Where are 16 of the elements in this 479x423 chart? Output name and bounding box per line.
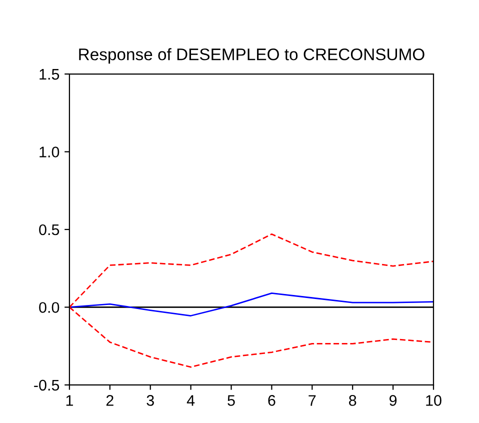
y-tick-label: 0.5 [39, 224, 60, 236]
x-tick-label: 7 [308, 395, 316, 406]
y-tick-label: 1.0 [40, 146, 60, 158]
x-tick-label: 4 [186, 395, 195, 406]
y-tick-label: 1.5 [40, 69, 60, 80]
y-tick-label: -0.5 [34, 380, 60, 391]
x-tick-label: 9 [390, 395, 397, 406]
x-tick-label: 10 [426, 395, 442, 406]
x-tick-label: 1 [66, 395, 73, 406]
chart-title: Response of DESEMPLEO to CRECONSUMO [79, 48, 424, 64]
x-tick-label: 2 [106, 395, 114, 406]
x-tick-label: 5 [228, 395, 235, 406]
x-tick-label: 3 [146, 395, 154, 406]
x-tick-label: 8 [349, 395, 356, 406]
x-tick-label: 6 [268, 395, 276, 406]
y-tick-label: 0.0 [39, 302, 60, 313]
